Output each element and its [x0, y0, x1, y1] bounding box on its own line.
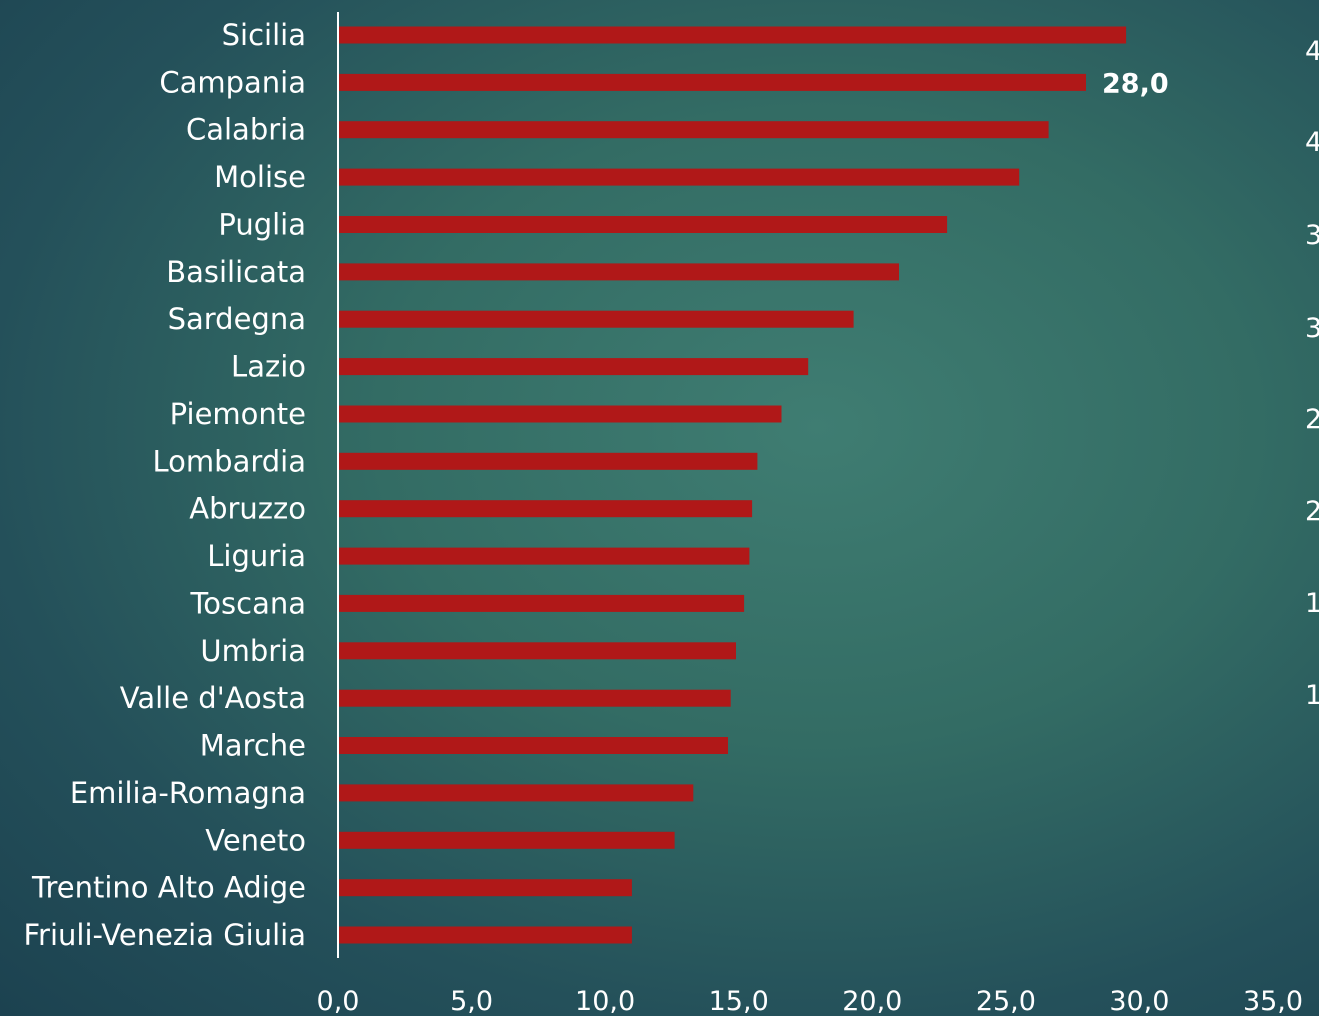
category-label: Veneto: [205, 823, 306, 857]
secondary-tick-label: 3: [1305, 313, 1319, 344]
category-label: Abruzzo: [189, 492, 306, 526]
bar: [338, 547, 750, 565]
x-axis-tick-labels: 0,0 5,0 10,0 15,0 20,0 25,0 30,0 35,0: [317, 986, 1304, 1016]
bar: [338, 737, 728, 754]
bar: [338, 879, 632, 897]
x-tick-label: 0,0: [317, 986, 360, 1016]
bar: [338, 405, 782, 423]
category-label: Puglia: [218, 208, 306, 242]
secondary-tick-label: 1: [1305, 680, 1319, 711]
category-label: Liguria: [207, 539, 306, 573]
secondary-tick-label: 2: [1305, 496, 1319, 527]
bar: [338, 689, 731, 707]
secondary-axis-tick-labels: 4 4 3 3 2 2 1 1: [1305, 36, 1319, 711]
bar: [338, 310, 854, 328]
bar: [338, 73, 1086, 91]
category-label: Basilicata: [166, 255, 306, 289]
bar: [338, 926, 632, 944]
category-label: Umbria: [200, 634, 306, 668]
category-label: Trentino Alto Adige: [31, 871, 306, 905]
bar: [338, 831, 675, 849]
bar: [338, 500, 753, 518]
category-labels: Sicilia Campania 28,0 Calabria Molise Puglia B…: [23, 18, 1168, 952]
data-label: 28,0: [1102, 68, 1169, 99]
secondary-tick-label: 1: [1305, 588, 1319, 619]
bars-layer: [338, 26, 1127, 944]
category-label: Sicilia: [222, 18, 306, 52]
category-label: Molise: [214, 160, 306, 194]
bar: [338, 216, 948, 233]
x-tick-label: 25,0: [976, 986, 1036, 1016]
secondary-tick-label: 3: [1305, 220, 1319, 251]
category-label: Marche: [200, 729, 306, 763]
x-tick-label: 10,0: [575, 986, 635, 1016]
bar: [338, 784, 694, 802]
secondary-tick-label: 4: [1305, 127, 1319, 158]
category-label: Valle d'Aosta: [120, 681, 306, 715]
bar: [338, 168, 1020, 186]
x-tick-label: 15,0: [709, 986, 769, 1016]
category-label: Friuli-Venezia Giulia: [23, 918, 306, 952]
category-label: Sardegna: [168, 302, 306, 336]
x-tick-label: 30,0: [1109, 986, 1169, 1016]
category-label: Calabria: [186, 113, 306, 147]
category-label: Toscana: [189, 586, 306, 620]
bar: [338, 263, 899, 281]
category-label: Campania: [159, 65, 306, 99]
category-label: Lombardia: [153, 444, 306, 478]
category-label: Emilia-Romagna: [70, 776, 306, 810]
x-tick-label: 35,0: [1243, 986, 1303, 1016]
bar: [338, 26, 1127, 44]
category-label: Lazio: [231, 350, 306, 384]
category-label: Piemonte: [170, 397, 306, 431]
bar: [338, 594, 745, 612]
x-tick-label: 5,0: [450, 986, 493, 1016]
x-tick-label: 20,0: [842, 986, 902, 1016]
secondary-tick-label: 2: [1305, 404, 1319, 435]
bar: [338, 121, 1049, 139]
bar: [338, 642, 736, 660]
bar: [338, 452, 758, 470]
secondary-tick-label: 4: [1305, 36, 1319, 67]
bar: [338, 358, 809, 376]
